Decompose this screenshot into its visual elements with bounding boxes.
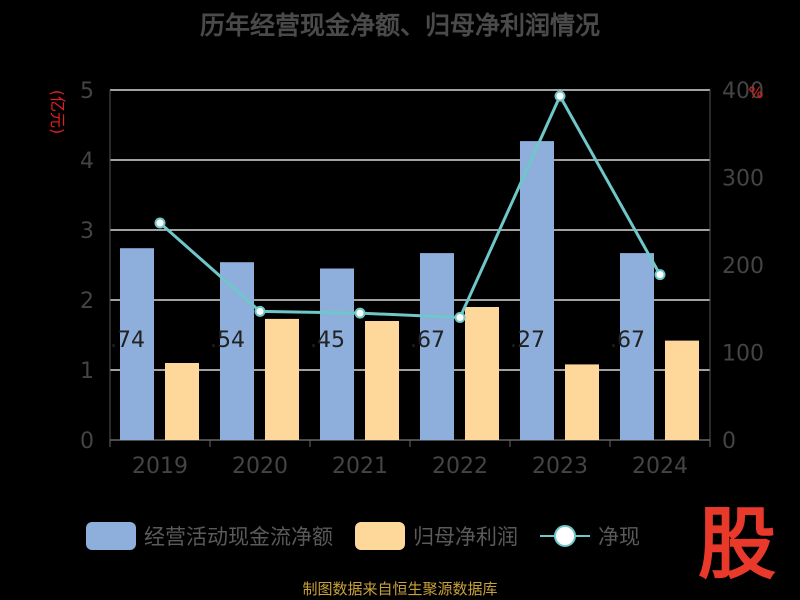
data-label-cashflow-2020: .54 (210, 328, 245, 353)
bar-cashflow-2022 (420, 253, 454, 440)
data-label-cashflow-2019: .74 (110, 328, 145, 353)
x-tick-label-2022: 2022 (432, 454, 488, 479)
chart-title: 历年经营现金净额、归母净利润情况 (199, 11, 600, 40)
bar-netprofit-2021 (365, 321, 399, 440)
bar-netprofit-2020 (265, 318, 299, 440)
y-left-tick-0: 0 (80, 429, 94, 454)
legend-label-cashflow: 经营活动现金流净额 (144, 525, 333, 549)
legend-item-cashflow[interactable]: 经营活动现金流净额 (86, 521, 333, 551)
bar-netprofit-2022 (465, 307, 499, 440)
y-left-tick-5: 5 (80, 79, 94, 104)
bar-cashflow-2023 (520, 141, 554, 440)
legend-label-netprofit: 归母净利润 (413, 525, 518, 549)
logo-watermark: 股 (692, 500, 782, 590)
x-tick-label-2021: 2021 (332, 454, 388, 479)
legend-item-netprofit[interactable]: 归母净利润 (355, 521, 518, 551)
data-label-cashflow-2021: .45 (310, 328, 345, 353)
legend-swatch-cashflow (86, 522, 136, 550)
data-label-cashflow-2024: .67 (610, 328, 645, 353)
point-ratio-2020 (254, 305, 266, 317)
data-label-cashflow-2023: .27 (510, 328, 545, 353)
y-left-tick-2: 2 (80, 289, 94, 314)
x-tick-label-2020: 2020 (232, 454, 288, 479)
x-tick-label-2023: 2023 (532, 454, 588, 479)
legend-swatch-ratio (540, 522, 590, 550)
legend: 经营活动现金流净额 归母净利润 净现 (86, 520, 662, 552)
data-source: 制图数据来自恒生聚源数据库 (302, 580, 498, 598)
y-right-tick-100: 100 (722, 342, 764, 367)
point-ratio-2022 (454, 312, 466, 323)
point-ratio-2019 (154, 217, 166, 229)
y-right-tick-300: 300 (722, 167, 764, 192)
y-right-unit: % (748, 83, 763, 102)
bar-cashflow-2021 (320, 268, 354, 440)
data-label-cashflow-2022: .67 (410, 328, 445, 353)
point-ratio-2024 (654, 269, 666, 281)
point-ratio-2023 (554, 90, 566, 102)
x-tick-label-2019: 2019 (132, 454, 188, 479)
line-ratio (159, 92, 662, 320)
bar-cashflow-2019 (120, 248, 154, 440)
y-left-tick-4: 4 (80, 149, 94, 174)
y-right-tick-200: 200 (722, 254, 764, 279)
y-left-tick-3: 3 (80, 219, 94, 244)
bar-netprofit-2023 (565, 364, 599, 440)
y-right-tick-400: 400 (722, 79, 764, 104)
point-ratio-2021 (354, 307, 366, 319)
y-left-unit: (亿元) (48, 90, 67, 135)
x-tick-label-2024: 2024 (632, 454, 688, 479)
bar-netprofit-2024 (665, 340, 699, 440)
legend-item-ratio[interactable]: 净现 (540, 521, 640, 551)
legend-swatch-netprofit (355, 522, 405, 550)
bar-cashflow-2024 (620, 253, 654, 440)
logo-watermark-glyph: 股 (697, 500, 776, 590)
y-left-tick-1: 1 (80, 359, 94, 384)
legend-label-ratio: 净现 (598, 525, 640, 549)
bar-netprofit-2019 (165, 363, 199, 440)
y-right-tick-0: 0 (722, 429, 736, 454)
